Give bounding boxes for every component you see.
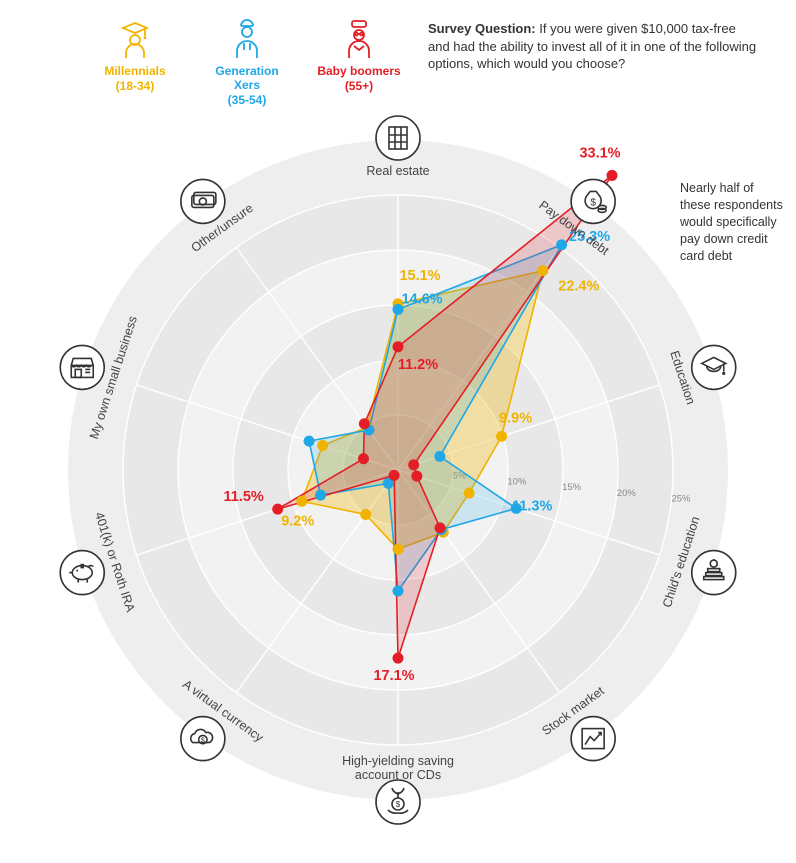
svg-text:10%: 10% (507, 476, 527, 487)
svg-text:11.5%: 11.5% (224, 489, 264, 505)
millennials-icon (90, 18, 180, 63)
legend-age: (18-34) (90, 79, 180, 93)
svg-text:22.4%: 22.4% (558, 279, 599, 295)
svg-text:$: $ (201, 738, 205, 745)
svg-text:11.2%: 11.2% (398, 357, 438, 373)
legend-label: Generation Xers (202, 65, 292, 93)
svg-text:$: $ (396, 800, 401, 809)
legend-item-genx: Generation Xers (35-54) (202, 18, 292, 107)
legend-item-boomers: Baby boomers (55+) (314, 18, 404, 107)
svg-text:33.1%: 33.1% (579, 145, 620, 161)
svg-text:17.1%: 17.1% (373, 668, 414, 684)
survey-lead: Survey Question: (428, 21, 536, 36)
genx-icon (202, 18, 292, 63)
legend-label: Millennials (90, 65, 180, 79)
svg-text:Real estate: Real estate (366, 164, 429, 178)
svg-text:$: $ (590, 197, 596, 208)
svg-text:15.1%: 15.1% (399, 268, 440, 284)
svg-text:9.2%: 9.2% (281, 513, 314, 529)
legend-age: (55+) (314, 79, 404, 93)
svg-text:14.6%: 14.6% (401, 291, 442, 307)
svg-text:15%: 15% (562, 482, 582, 493)
legend-label: Baby boomers (314, 65, 404, 79)
svg-text:20%: 20% (617, 488, 637, 499)
svg-text:11.3%: 11.3% (512, 498, 552, 514)
legend-item-millennials: Millennials (18-34) (90, 18, 180, 107)
svg-text:High-yielding saving: High-yielding saving (342, 754, 454, 768)
boomers-icon (314, 18, 404, 63)
svg-text:25%: 25% (671, 494, 691, 505)
svg-text:9.9%: 9.9% (499, 410, 532, 426)
legend: Millennials (18-34) Generation Xers (35-… (90, 18, 404, 107)
survey-question: Survey Question: If you were given $10,0… (428, 20, 758, 73)
radar-chart: 5%10%15%20%25%15.1%14.6%11.2%22.4%25.3%3… (0, 100, 796, 860)
